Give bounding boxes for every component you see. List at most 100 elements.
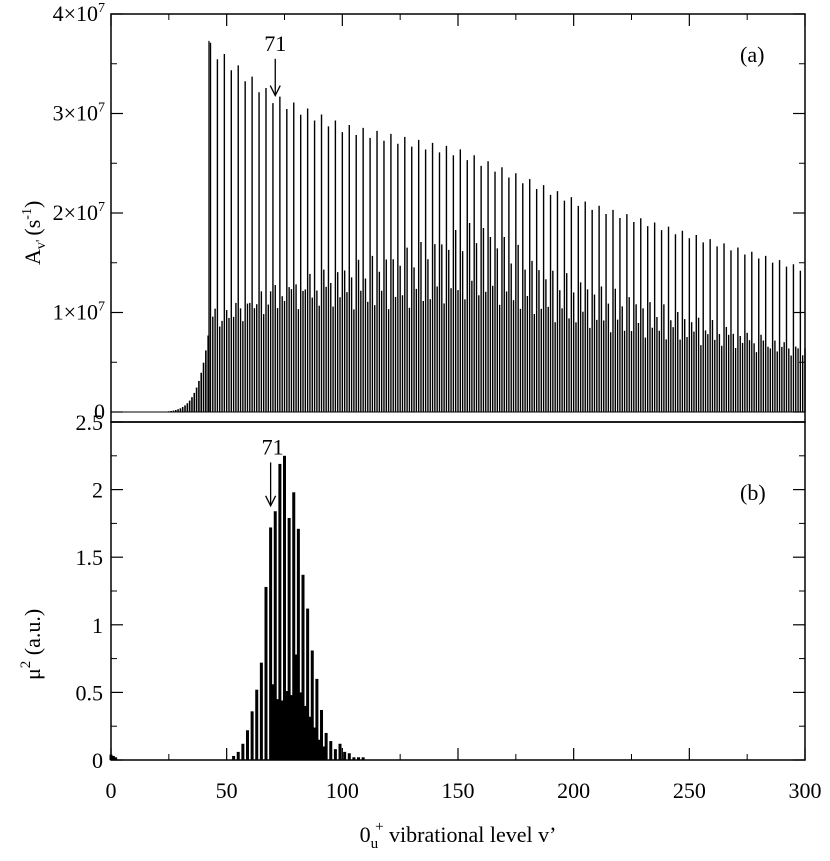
panel-a-annotation-arrow xyxy=(269,58,281,98)
panel-b-x-tick-label: 150 xyxy=(442,778,475,803)
panel-b-bar xyxy=(289,695,293,760)
panel-b-bar xyxy=(299,692,303,760)
panel-b-bar xyxy=(236,751,240,760)
panel-b-bar xyxy=(333,749,337,760)
panel-b-bar xyxy=(322,746,326,760)
panel-a-label: (a) xyxy=(740,42,764,67)
tick-mantissa: 1×10 xyxy=(53,300,98,325)
panel-b-bar xyxy=(308,716,312,760)
panel-b-bar xyxy=(111,755,115,760)
panel-b-bar xyxy=(338,743,342,760)
panel-a-y-tick-label: 1×107 xyxy=(53,300,105,325)
panel-b-bar xyxy=(287,517,291,760)
panel-b-bar xyxy=(343,751,347,760)
panel-a-y-tick-label: 4×107 xyxy=(53,1,105,26)
panel-b-bar xyxy=(255,689,259,760)
panel-b-y-tick-label: 2.5 xyxy=(76,410,104,435)
panel-b-y-tick-label: 2 xyxy=(92,478,103,503)
panel-b-bar xyxy=(352,757,356,760)
panel-b-bar xyxy=(361,757,365,760)
ylabel-a-unit: (s xyxy=(20,220,45,236)
panel-b-x-tick-label: 200 xyxy=(557,778,590,803)
panel-b-y-tick-label: 0 xyxy=(92,748,103,773)
tick-exponent: 7 xyxy=(98,101,105,116)
panel-b-bar xyxy=(278,463,282,760)
panel-b-annotation-text: 71 xyxy=(262,434,284,459)
arrow-head xyxy=(269,85,281,98)
panel-b-x-axis-label: 0u+ vibrational level v’ xyxy=(360,819,557,852)
xlabel-pre: 0 xyxy=(360,822,371,847)
panel-b-bar xyxy=(276,699,280,760)
panel-b-bar xyxy=(232,755,236,760)
panel-b-x-tick-label: 300 xyxy=(789,778,822,803)
panel-b-bar xyxy=(310,650,314,760)
panel-b-bar xyxy=(313,727,317,760)
xlabel-post: vibrational level v’ xyxy=(384,822,557,847)
panel-b-bar xyxy=(301,574,305,760)
panel-b-bar xyxy=(259,662,263,760)
panel-b-bar xyxy=(306,608,310,760)
panel-b-x-tick-label: 50 xyxy=(216,778,238,803)
panel-b-bar xyxy=(264,586,268,760)
panel-b-bar xyxy=(241,743,245,760)
panel-b-bar xyxy=(317,739,321,760)
panel-a-y-axis-label: Av' (s-1) xyxy=(20,201,49,265)
panel-b-bar xyxy=(347,753,351,760)
panel-b-frame xyxy=(110,421,806,761)
panel-a-y-tick-label: 0 xyxy=(94,399,105,424)
tick-mantissa: 2×10 xyxy=(53,200,98,225)
panel-a-y-tick-label: 2×107 xyxy=(53,200,105,225)
tick-mantissa: 3×10 xyxy=(53,101,98,126)
xlabel-sub: u xyxy=(371,836,379,852)
ylabel-a-main: A xyxy=(20,249,45,265)
ylabel-a-sup: -1 xyxy=(20,208,35,220)
panel-b-x-tick-label: 250 xyxy=(673,778,706,803)
panel-a-y-tick-label: 3×107 xyxy=(53,101,105,126)
panel-b-bar xyxy=(324,732,328,760)
panel-b-bar xyxy=(245,730,249,760)
panel-b-bar xyxy=(269,527,273,760)
tick-exponent: 7 xyxy=(98,1,105,16)
xlabel-sup: + xyxy=(375,819,383,835)
panel-b-bar xyxy=(114,757,118,760)
panel-b-x-tick-label: 0 xyxy=(106,778,117,803)
panel-b-bar xyxy=(283,455,286,760)
ylabel-b-unit: (a.u.) xyxy=(20,609,45,661)
panel-b-bar xyxy=(280,700,284,760)
panel-b-bar xyxy=(285,691,289,760)
panel-b-bar xyxy=(320,709,324,760)
tick-exponent: 7 xyxy=(98,200,105,215)
panel-b-bar xyxy=(273,511,277,760)
panel-b-bars xyxy=(109,455,365,760)
panel-b-bar xyxy=(271,684,275,760)
panel-b-label: (b) xyxy=(740,480,766,505)
panel-b-annotation-arrow xyxy=(265,462,277,508)
panel-b-y-tick-label: 1 xyxy=(92,613,103,638)
panel-b-x-tick-label: 100 xyxy=(326,778,359,803)
panel-b-bar xyxy=(296,528,300,760)
panel-b-y-axis-label: μ2 (a.u.) xyxy=(18,609,45,680)
tick-exponent: 7 xyxy=(98,300,105,315)
panel-a-annotation-text: 71 xyxy=(264,31,286,56)
panel-b-bar xyxy=(357,757,361,760)
arrow-head xyxy=(265,495,277,508)
panel-b-spectrum: 00.511.522.50 50 100 150 200 250 300 (b) 71 μ2… xyxy=(18,410,822,852)
ylabel-a-sub: v' xyxy=(34,240,49,250)
panel-a-bars xyxy=(111,40,806,413)
panel-b-ticks: 0 0.5 1 1.5 2 2.5 0 50 100 150 200 250 300 xyxy=(76,410,822,803)
panel-b-bar xyxy=(294,654,298,760)
tick-mantissa: 4×10 xyxy=(53,1,98,26)
ylabel-a-close: ) xyxy=(20,201,45,208)
panel-b-bar xyxy=(303,705,307,760)
ylabel-b-sup: 2 xyxy=(18,661,34,669)
panel-b-bar xyxy=(315,678,319,760)
panel-b-bar xyxy=(292,492,296,760)
panel-b-bar xyxy=(329,741,333,760)
panel-b-y-tick-label: 0.5 xyxy=(76,680,104,705)
panel-b-y-tick-label: 1.5 xyxy=(76,545,104,570)
panel-b-bar xyxy=(250,711,254,760)
ylabel-b-main: μ xyxy=(20,668,45,680)
